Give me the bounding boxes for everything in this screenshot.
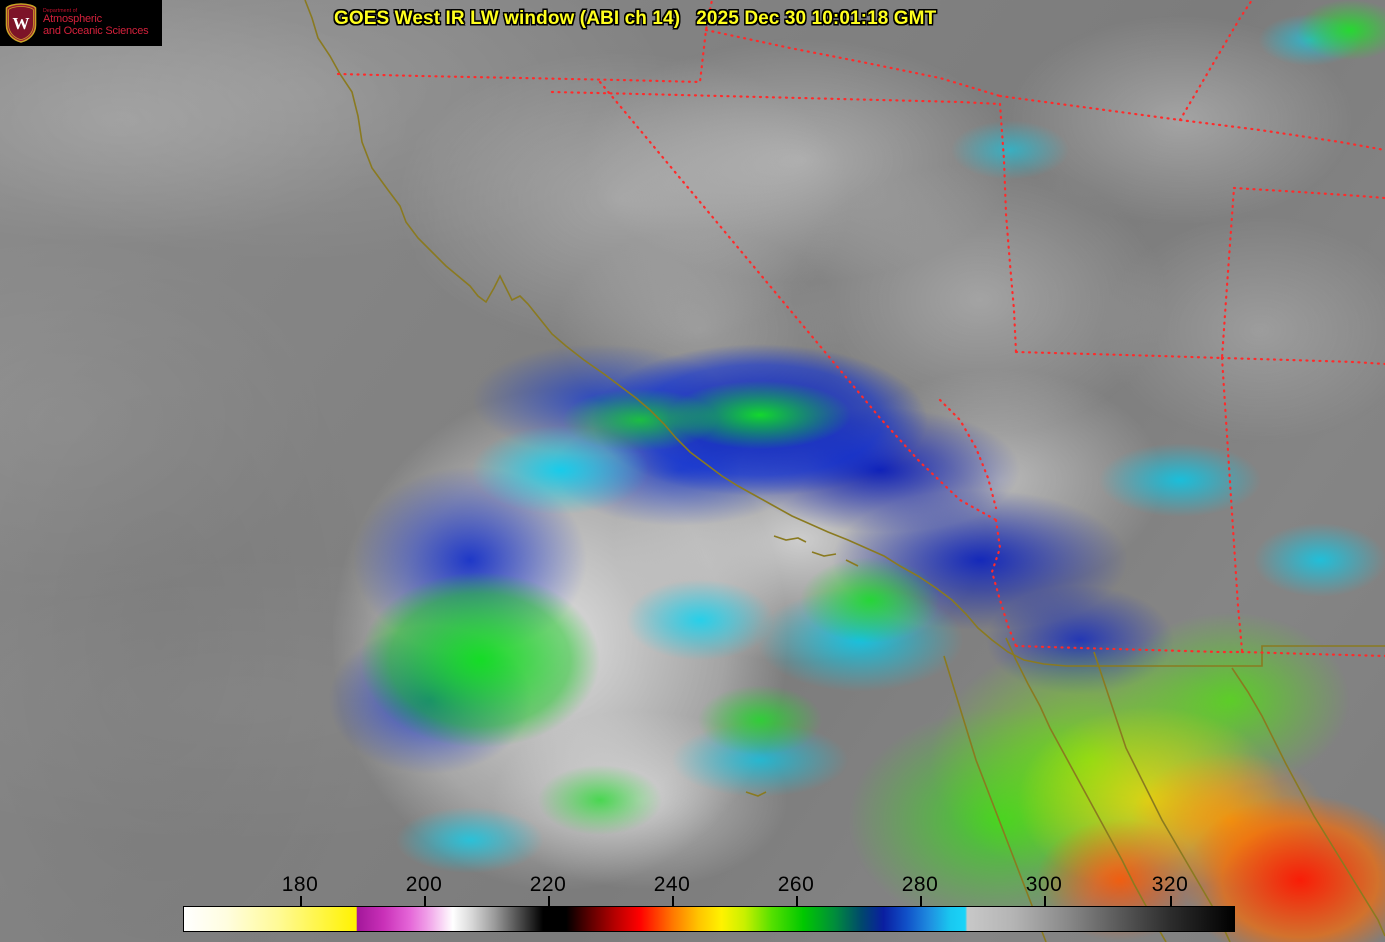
logo-name-line-1: Atmospheric — [43, 13, 102, 26]
logo-text-block: Department of Atmospheric and Oceanic Sc… — [43, 8, 149, 37]
svg-text:W: W — [13, 14, 30, 33]
uw-aos-logo: W Department of Atmospheric and Oceanic … — [0, 0, 162, 46]
uw-madison-crest-icon: W — [5, 3, 37, 43]
logo-name-line-2: and Oceanic Sciences — [43, 24, 149, 37]
product-title: GOES West IR LW window (ABI ch 14) 2025 … — [334, 8, 937, 29]
logo-department-line: Department of — [43, 8, 78, 15]
